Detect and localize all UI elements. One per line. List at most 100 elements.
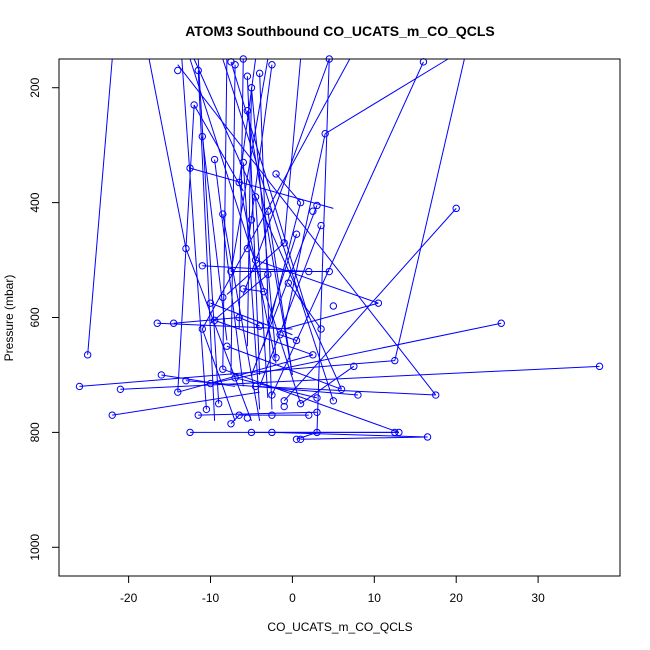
x-tick-label: 30 bbox=[531, 591, 545, 605]
data-point bbox=[452, 204, 460, 213]
data-point bbox=[296, 198, 305, 207]
line-segment bbox=[214, 319, 314, 356]
data-point bbox=[268, 411, 276, 419]
data-point bbox=[260, 287, 268, 296]
data-point bbox=[391, 356, 399, 365]
line-segment bbox=[198, 411, 317, 416]
line-segment bbox=[230, 58, 269, 272]
line-segment bbox=[230, 414, 240, 425]
line-segment bbox=[230, 64, 236, 375]
line-segment bbox=[177, 64, 437, 396]
data-point bbox=[395, 428, 403, 437]
data-point bbox=[374, 299, 383, 307]
x-tick-label: -10 bbox=[202, 591, 220, 605]
data-point bbox=[210, 316, 219, 325]
data-point bbox=[292, 336, 301, 345]
line-segment bbox=[161, 374, 236, 387]
chart-title: ATOM3 Southbound CO_UCATS_m_CO_QCLS bbox=[185, 23, 495, 39]
line-segment bbox=[263, 202, 302, 347]
x-tick-label: 0 bbox=[289, 591, 296, 605]
line-segment bbox=[246, 64, 273, 249]
data-point bbox=[182, 376, 190, 385]
line-segment bbox=[300, 436, 428, 440]
line-segment bbox=[193, 58, 343, 390]
data-point bbox=[329, 397, 338, 405]
line-segment bbox=[201, 136, 228, 341]
line-segment bbox=[267, 211, 293, 376]
data-point bbox=[313, 408, 321, 416]
line-segment bbox=[275, 173, 301, 203]
data-point bbox=[391, 428, 399, 437]
data-point bbox=[210, 155, 219, 164]
line-segment bbox=[242, 162, 261, 410]
line-segment bbox=[87, 58, 113, 355]
data-point bbox=[174, 388, 182, 396]
data-point bbox=[296, 435, 305, 443]
line-segment bbox=[300, 365, 355, 405]
data-point bbox=[284, 279, 293, 287]
line-segments bbox=[79, 58, 600, 440]
data-point bbox=[194, 411, 202, 419]
data-point bbox=[198, 132, 207, 141]
x-axis: -20 -10 0 10 20 30 bbox=[120, 576, 545, 605]
line-segment bbox=[238, 317, 260, 327]
data-point bbox=[198, 262, 207, 270]
data-point bbox=[317, 221, 325, 230]
data-point bbox=[169, 319, 178, 327]
data-point bbox=[313, 394, 321, 402]
data-point bbox=[313, 201, 321, 210]
line-segment bbox=[238, 58, 257, 183]
data-point bbox=[231, 374, 239, 382]
line-segment bbox=[197, 70, 216, 421]
line-segment bbox=[210, 302, 293, 336]
data-point bbox=[309, 351, 317, 359]
line-segment bbox=[189, 58, 302, 404]
data-point bbox=[255, 322, 264, 330]
data-point bbox=[595, 362, 604, 371]
line-segment bbox=[271, 61, 424, 396]
line-segment bbox=[177, 104, 195, 393]
data-point bbox=[272, 170, 280, 178]
data-point bbox=[247, 216, 256, 224]
data-point bbox=[329, 302, 338, 310]
data-point bbox=[219, 365, 227, 373]
data-point bbox=[337, 385, 346, 394]
x-tick-label: -20 bbox=[120, 591, 138, 605]
line-segment bbox=[173, 317, 240, 324]
y-tick-label: 600 bbox=[28, 307, 42, 327]
data-point bbox=[264, 207, 272, 215]
line-segment bbox=[112, 391, 260, 416]
line-segment bbox=[283, 58, 302, 243]
data-point bbox=[264, 270, 272, 279]
data-point bbox=[280, 239, 288, 247]
line-segment bbox=[197, 58, 220, 404]
data-point bbox=[186, 164, 194, 172]
data-point bbox=[239, 158, 247, 167]
data-point bbox=[247, 428, 256, 437]
data-point bbox=[235, 313, 243, 322]
data-point bbox=[247, 84, 256, 92]
data-point bbox=[235, 411, 243, 419]
line-segment bbox=[222, 368, 400, 433]
y-tick-label: 200 bbox=[28, 77, 42, 97]
data-point bbox=[497, 319, 505, 327]
data-point bbox=[272, 354, 280, 362]
x-axis-label: CO_UCATS_m_CO_QCLS bbox=[267, 620, 412, 634]
data-point bbox=[202, 405, 211, 414]
data-point bbox=[153, 319, 161, 327]
y-axis: 200 400 600 800 1000 bbox=[28, 77, 59, 561]
line-segment bbox=[222, 58, 228, 370]
data-point bbox=[251, 382, 260, 391]
line-segment bbox=[284, 302, 379, 330]
line-segment bbox=[324, 58, 449, 135]
line-segment bbox=[259, 225, 322, 387]
data-point bbox=[116, 385, 125, 394]
line-segment bbox=[238, 182, 277, 364]
data-point bbox=[243, 244, 252, 253]
line-segment bbox=[181, 58, 207, 410]
y-tick-label: 800 bbox=[28, 422, 42, 442]
line-segment bbox=[222, 58, 334, 401]
data-point bbox=[223, 342, 231, 350]
